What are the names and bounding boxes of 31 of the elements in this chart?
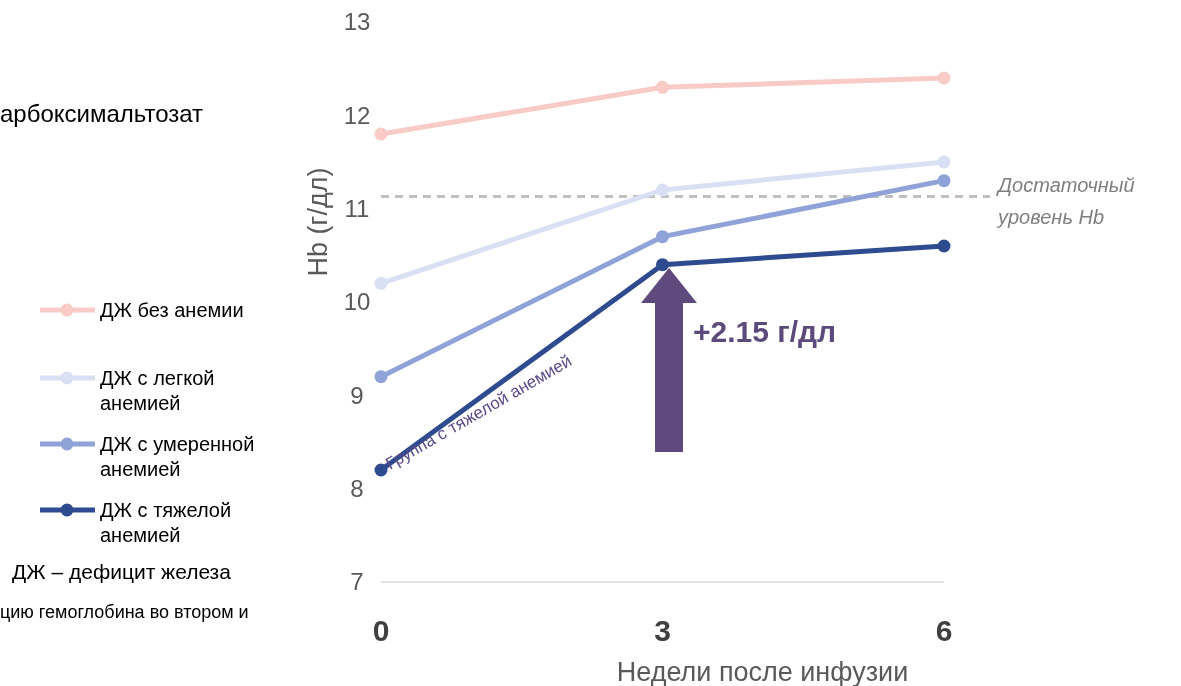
y-tick-label: 11 — [344, 195, 370, 223]
point — [656, 183, 669, 197]
x-tick-label: 3 — [654, 613, 671, 647]
annotation: +2.15 г/дл — [693, 315, 837, 348]
y-tick-label: 7 — [350, 568, 364, 596]
y-axis-title: Hb (г/дл) — [303, 167, 334, 277]
legend-label: ДЖ без анемии — [100, 299, 244, 321]
y-tick-label: 12 — [343, 101, 371, 129]
y-tick-label: 9 — [350, 381, 364, 409]
text: цию гемоглобина во втором и — [0, 602, 249, 622]
y-tick-label: 10 — [343, 288, 371, 316]
x-tick-label: 6 — [935, 613, 953, 647]
point — [374, 127, 388, 141]
y-tick-label: 13 — [343, 8, 371, 36]
point — [937, 71, 951, 85]
ref-line-label: Достаточный уровень Hb — [996, 173, 1135, 228]
text: ДЖ – дефицит железа — [12, 560, 232, 583]
legend-label: ДЖ с тяжелой анемией — [100, 499, 232, 546]
point — [937, 239, 951, 253]
point — [937, 174, 951, 188]
text: арбоксимальтозат — [0, 100, 204, 127]
point — [374, 276, 388, 290]
x-tick-label: 0 — [372, 613, 390, 647]
point — [656, 258, 669, 272]
legend-label: ДЖ с умеренной анемией — [100, 433, 255, 480]
legend-label: ДЖ с легкой анемией — [100, 367, 215, 414]
point — [656, 230, 669, 244]
point — [656, 80, 669, 94]
point — [374, 370, 388, 384]
y-tick-label: 8 — [350, 475, 364, 503]
point — [937, 155, 951, 169]
